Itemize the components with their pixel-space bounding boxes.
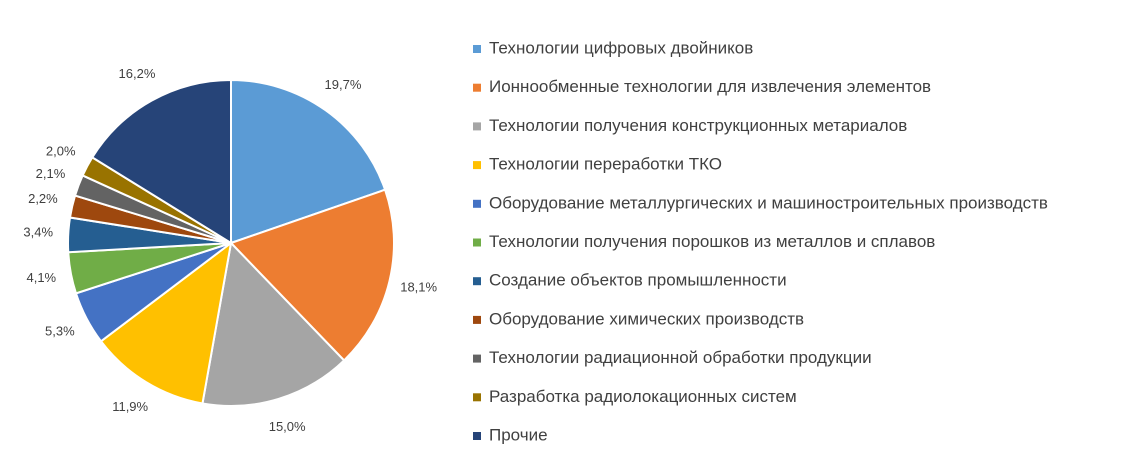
legend-swatch — [473, 238, 481, 247]
legend-label: Технологии получения порошков из металло… — [489, 232, 935, 251]
legend-swatch — [473, 161, 481, 170]
data-label: 5,3% — [45, 324, 75, 339]
data-label: 2,2% — [28, 191, 58, 206]
data-label: 15,0% — [269, 419, 306, 434]
legend-swatch — [473, 83, 481, 92]
legend-label: Технологии переработки ТКО — [489, 155, 722, 174]
legend-swatch — [473, 393, 481, 402]
legend-swatch — [473, 354, 481, 363]
legend-label: Оборудование химических производств — [489, 309, 804, 328]
pie-slice — [90, 78, 232, 245]
data-label: 18,1% — [400, 279, 437, 294]
legend-swatch — [473, 199, 481, 208]
legend-label: Прочие — [489, 425, 548, 444]
legend-swatch — [473, 432, 481, 440]
legend-label: Ионнообменные технологии для извлечения … — [489, 77, 931, 96]
legend-label: Технологии цифровых двойников — [489, 38, 753, 57]
legend-swatch — [473, 122, 481, 131]
data-label: 11,9% — [112, 399, 148, 414]
legend-label: Технологии получения конструкционных мет… — [489, 116, 907, 135]
legend-swatch — [473, 315, 481, 324]
legend-label: Создание объектов промышленности — [489, 271, 787, 290]
data-label: 2,0% — [46, 144, 76, 159]
pie-slice — [229, 188, 395, 362]
data-label: 19,7% — [325, 77, 362, 92]
data-label: 2,1% — [36, 166, 66, 181]
data-label: 3,4% — [23, 225, 53, 240]
data-label: 4,1% — [26, 270, 56, 285]
legend-label: Разработка радиолокационных систем — [489, 387, 797, 406]
legend-swatch — [473, 277, 481, 286]
legend-swatch — [473, 45, 481, 53]
pie-slice — [99, 240, 233, 405]
data-label: 16,2% — [119, 66, 156, 81]
legend-label: Технологии радиационной обработки продук… — [489, 348, 872, 367]
pie-slice — [201, 240, 346, 407]
legend-label: Оборудование металлургических и машиност… — [489, 193, 1048, 212]
